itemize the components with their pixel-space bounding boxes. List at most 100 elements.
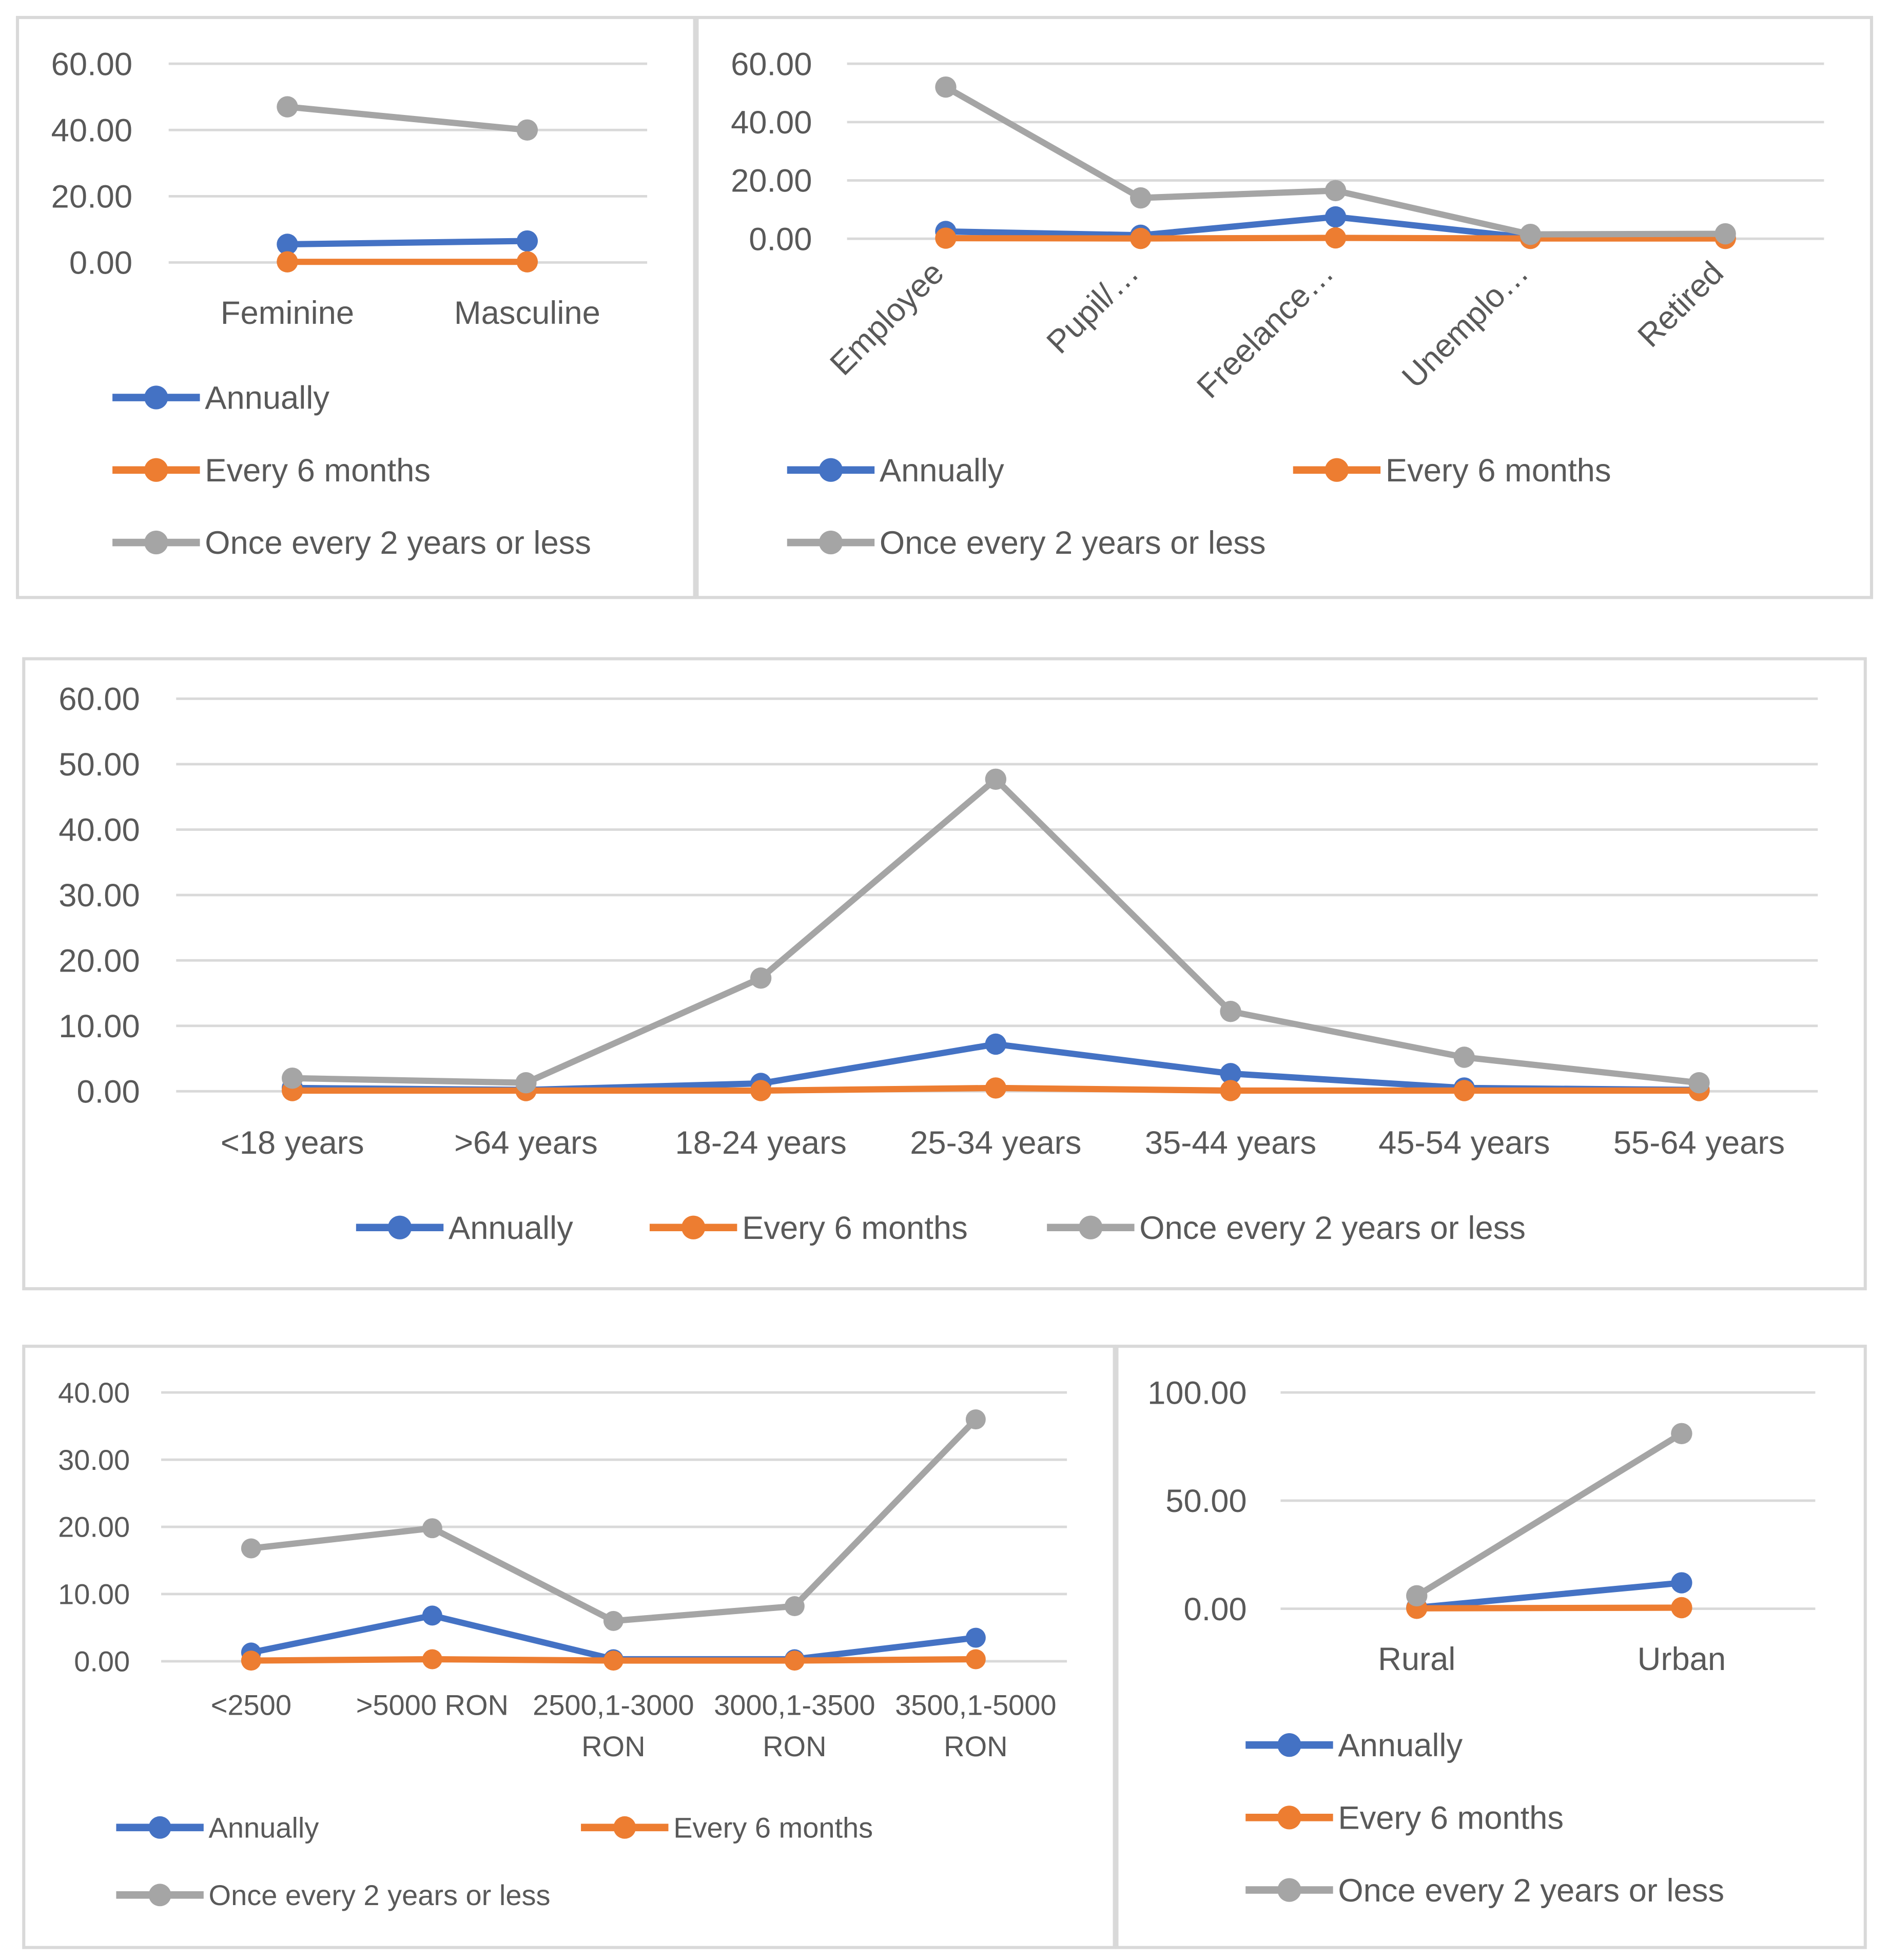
occupation-y-tick-label: 0.00: [749, 221, 812, 257]
income-x-tick-label: RON: [581, 1730, 645, 1762]
age-legend-label-once-every-2-years-or-less: Once every 2 years or less: [1139, 1210, 1526, 1246]
occupation-x-tick-label: Employee: [823, 255, 950, 382]
gender-legend-marker-once-every-2-years-or-less: [144, 530, 168, 555]
occupation-x-tick-label: Freelance…: [1190, 255, 1340, 405]
gender-data-point-once-every-2-years-or-less: [277, 96, 298, 118]
age-x-tick-label: 55-64 years: [1613, 1125, 1785, 1161]
residence-legend-label-annually: Annually: [1338, 1728, 1463, 1763]
age-data-point-once-every-2-years-or-less: [1220, 1001, 1241, 1022]
income-legend-marker-once-every-2-years-or-less: [148, 1884, 171, 1907]
income-legend-label-once-every-2-years-or-less: Once every 2 years or less: [209, 1879, 551, 1911]
residence-y-tick-label: 100.00: [1147, 1375, 1247, 1411]
age-x-tick-label: 45-54 years: [1378, 1125, 1550, 1161]
income-y-tick-label: 30.00: [58, 1444, 130, 1476]
income-data-point-every-6-months: [603, 1651, 624, 1671]
occupation-data-point-every-6-months: [1325, 227, 1347, 249]
panel-age-border: [22, 657, 1867, 1291]
age-data-point-every-6-months: [750, 1080, 772, 1101]
residence-legend-marker-annually: [1277, 1733, 1301, 1757]
occupation-legend-label-every-6-months: Every 6 months: [1386, 453, 1611, 489]
gender-legend-label-once-every-2-years-or-less: Once every 2 years or less: [205, 525, 591, 561]
age-y-tick-label: 50.00: [59, 747, 140, 783]
residence-x-tick-label: Urban: [1638, 1641, 1726, 1677]
residence-series-line-every-6-months: [1413, 1604, 1685, 1612]
income-x-tick-label: 3500,1-5000: [895, 1689, 1056, 1721]
income-legend-marker-annually: [148, 1816, 171, 1839]
age-x-tick-label: 18-24 years: [675, 1125, 847, 1161]
panel-residence-border: [1115, 1345, 1867, 1949]
income-x-tick-label: RON: [763, 1730, 826, 1762]
gender-data-point-every-6-months: [277, 251, 298, 273]
age-data-point-once-every-2-years-or-less: [750, 967, 772, 989]
occupation-legend-label-once-every-2-years-or-less: Once every 2 years or less: [880, 525, 1266, 561]
income-data-point-every-6-months: [241, 1651, 261, 1671]
occupation-data-point-once-every-2-years-or-less: [1715, 223, 1736, 245]
gender-data-point-annually: [516, 230, 538, 252]
occupation-legend-marker-annually: [819, 458, 843, 482]
age-x-tick-label: <18 years: [221, 1125, 364, 1161]
gender-legend-marker-every-6-months: [144, 458, 168, 482]
gender-x-tick-label: Masculine: [454, 295, 600, 331]
residence-data-point-once-every-2-years-or-less: [1406, 1585, 1428, 1607]
income-y-tick-label: 10.00: [58, 1578, 130, 1610]
residence-y-tick-label: 50.00: [1165, 1483, 1247, 1519]
age-y-tick-label: 30.00: [59, 878, 140, 914]
income-data-point-once-every-2-years-or-less: [965, 1409, 986, 1430]
income-y-tick-label: 40.00: [58, 1376, 130, 1409]
age-data-point-every-6-months: [1220, 1080, 1241, 1101]
occupation-y-tick-label: 20.00: [731, 163, 812, 199]
residence-legend-marker-once-every-2-years-or-less: [1277, 1878, 1301, 1902]
income-data-point-annually: [965, 1627, 986, 1648]
residence-y-tick-label: 0.00: [1183, 1592, 1247, 1627]
gender-data-point-every-6-months: [516, 251, 538, 273]
occupation-x-tick-label: Pupil/…: [1040, 255, 1145, 360]
age-data-point-annually: [985, 1033, 1007, 1055]
residence-x-tick-label: Rural: [1378, 1641, 1455, 1677]
occupation-data-point-once-every-2-years-or-less: [1325, 180, 1347, 202]
occupation-data-point-every-6-months: [1130, 227, 1152, 249]
residence-data-point-annually: [1671, 1572, 1692, 1594]
gender-y-tick-label: 0.00: [69, 245, 132, 281]
age-y-tick-label: 10.00: [59, 1008, 140, 1044]
occupation-data-point-every-6-months: [935, 227, 957, 249]
occupation-y-tick-label: 40.00: [731, 105, 812, 141]
age-y-tick-label: 60.00: [59, 682, 140, 717]
gender-y-tick-label: 40.00: [51, 112, 132, 148]
gender-series-line-annually: [284, 238, 531, 248]
residence-legend-label-once-every-2-years-or-less: Once every 2 years or less: [1338, 1873, 1724, 1909]
income-x-tick-label: 3000,1-3500: [714, 1689, 875, 1721]
residence-data-point-once-every-2-years-or-less: [1671, 1423, 1692, 1445]
panel-income-border: [22, 1345, 1116, 1949]
occupation-data-point-once-every-2-years-or-less: [1520, 223, 1541, 245]
age-x-tick-label: 35-44 years: [1145, 1125, 1316, 1161]
income-series-line-once-every-2-years-or-less: [248, 1416, 979, 1624]
age-x-tick-label: >64 years: [454, 1125, 598, 1161]
age-legend-marker-every-6-months: [681, 1215, 706, 1239]
occupation-y-tick-label: 60.00: [731, 46, 812, 82]
income-x-tick-label: >5000 RON: [356, 1689, 509, 1721]
age-legend-marker-once-every-2-years-or-less: [1079, 1215, 1103, 1239]
income-data-point-once-every-2-years-or-less: [422, 1518, 442, 1539]
age-x-tick-label: 25-34 years: [910, 1125, 1081, 1161]
occupation-legend-marker-once-every-2-years-or-less: [819, 530, 843, 555]
age-data-point-once-every-2-years-or-less: [985, 768, 1007, 790]
income-x-tick-label: <2500: [211, 1689, 291, 1721]
panel-occupation-border: [695, 16, 1873, 599]
occupation-data-point-annually: [1325, 206, 1347, 228]
income-data-point-every-6-months: [965, 1649, 986, 1670]
gender-legend-label-every-6-months: Every 6 months: [205, 453, 431, 489]
age-data-point-every-6-months: [985, 1077, 1007, 1099]
occupation-legend-label-annually: Annually: [880, 453, 1004, 489]
residence-series-line-once-every-2-years-or-less: [1413, 1430, 1685, 1599]
gender-y-tick-label: 20.00: [51, 179, 132, 215]
occupation-x-tick-label: Retired: [1631, 255, 1730, 354]
age-data-point-every-6-months: [1453, 1080, 1475, 1101]
gender-data-point-once-every-2-years-or-less: [516, 119, 538, 141]
residence-legend-label-every-6-months: Every 6 months: [1338, 1800, 1564, 1836]
panel-gender-border: [16, 16, 696, 599]
residence-series-line-annually: [1413, 1579, 1685, 1611]
income-y-tick-label: 20.00: [58, 1511, 130, 1543]
gender-legend-marker-annually: [144, 385, 168, 410]
age-y-tick-label: 0.00: [76, 1074, 140, 1110]
